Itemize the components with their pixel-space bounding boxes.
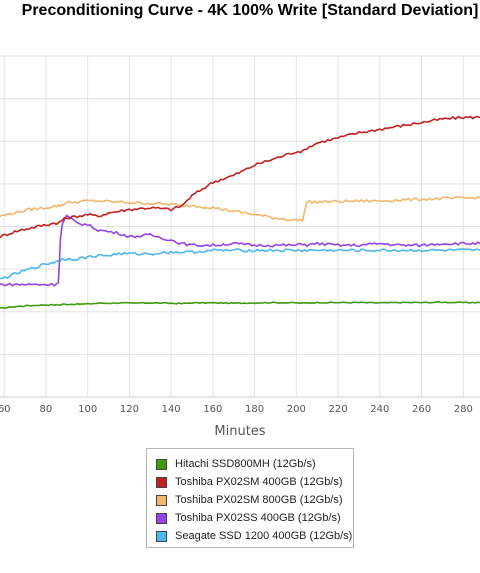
- legend-item[interactable]: Toshiba PX02SM 400GB (12Gb/s): [156, 473, 353, 491]
- legend: Hitachi SSD800MH (12Gb/s) Toshiba PX02SM …: [146, 448, 354, 548]
- legend-label: Seagate SSD 1200 400GB (12Gb/s): [175, 530, 353, 542]
- series-line-5: [0, 248, 480, 280]
- x-tick-label: 60: [0, 404, 11, 415]
- plot-area: 60 80 100 120 140 160 180 200 220 240 260 280: [0, 55, 480, 415]
- series-line-2: [0, 115, 480, 239]
- series-lines: [0, 115, 480, 310]
- x-axis-label: Minutes: [214, 424, 266, 439]
- x-tick-label: 140: [162, 404, 181, 415]
- x-tick-label: 240: [370, 404, 389, 415]
- legend-swatch: [156, 458, 167, 470]
- legend-swatch: [156, 530, 167, 542]
- legend-label: Toshiba PX02SS 400GB (12Gb/s): [175, 512, 341, 524]
- x-tick-label: 280: [454, 404, 473, 415]
- x-tick-label: 120: [120, 404, 139, 415]
- x-tick-label: 220: [329, 404, 348, 415]
- x-tick-label: 160: [203, 404, 222, 415]
- legend-item[interactable]: Toshiba PX02SS 400GB (12Gb/s): [156, 509, 353, 527]
- legend-item[interactable]: Hitachi SSD800MH (12Gb/s): [156, 455, 353, 473]
- legend-swatch: [156, 494, 167, 506]
- chart-title: Preconditioning Curve - 4K 100% Write [S…: [21, 2, 479, 19]
- legend-label: Hitachi SSD800MH (12Gb/s): [175, 458, 316, 470]
- x-tick-labels: 60 80 100 120 140 160 180 200 220 240 260 280: [0, 404, 473, 415]
- legend-label: Toshiba PX02SM 400GB (12Gb/s): [175, 476, 343, 488]
- legend-swatch: [156, 476, 167, 488]
- x-tick-label: 100: [78, 404, 97, 415]
- horizontal-gridlines: [0, 55, 480, 398]
- legend-swatch: [156, 512, 167, 524]
- x-tick-label: 80: [40, 404, 53, 415]
- vertical-gridlines: [0, 56, 480, 398]
- x-tick-label: 260: [412, 404, 431, 415]
- x-tick-label: 180: [245, 404, 264, 415]
- legend-item[interactable]: Toshiba PX02SM 800GB (12Gb/s): [156, 491, 353, 509]
- legend-label: Toshiba PX02SM 800GB (12Gb/s): [175, 494, 343, 506]
- series-line-1: [0, 300, 480, 310]
- legend-item[interactable]: Seagate SSD 1200 400GB (12Gb/s): [156, 527, 353, 545]
- series-line-3: [0, 196, 480, 222]
- x-tick-label: 200: [287, 404, 306, 415]
